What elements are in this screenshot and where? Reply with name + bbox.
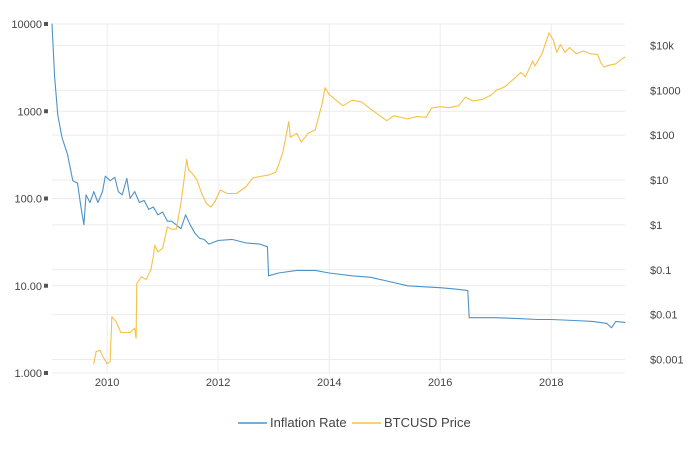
y-left-tick-mark-1000 bbox=[44, 109, 48, 114]
y-left-tick-mark-10000 bbox=[44, 22, 48, 26]
y-left-tick-mark-10-00 bbox=[44, 283, 48, 288]
y-axis-left: 1.000 10.00 100.0 1000 10000 bbox=[11, 19, 48, 380]
y-right-tick-label-10: $10 bbox=[650, 175, 668, 187]
y-right-tick-label-10k: $10k bbox=[650, 40, 674, 52]
y-left-tick-label-100-0: 100.0 bbox=[14, 194, 42, 206]
legend[interactable]: Inflation Rate BTCUSD Price bbox=[238, 415, 471, 430]
y-right-tick-label-0-1: $0.1 bbox=[650, 265, 671, 277]
legend-item-inflation-rate[interactable]: Inflation Rate bbox=[238, 415, 347, 430]
y-right-tick-label-100: $100 bbox=[650, 130, 674, 142]
legend-item-btcusd-price[interactable]: BTCUSD Price bbox=[352, 415, 471, 430]
legend-label-inflation-rate: Inflation Rate bbox=[270, 415, 347, 430]
y-left-tick-label-10-00: 10.00 bbox=[14, 281, 42, 293]
y-right-tick-label-0-01: $0.01 bbox=[650, 310, 678, 322]
y-axis-right: $0.001 $0.01 $0.1 $1 $10 $100 $1000 $10k bbox=[650, 40, 684, 366]
plot-area bbox=[51, 23, 626, 365]
y-left-tick-mark-1-000 bbox=[44, 371, 48, 375]
y-left-tick-label-10000: 10000 bbox=[11, 19, 42, 31]
y-left-tick-label-1000: 1000 bbox=[18, 106, 42, 118]
y-left-tick-mark-100-0 bbox=[44, 196, 48, 201]
series-line-inflation-rate[interactable] bbox=[51, 23, 626, 329]
legend-label-btcusd-price: BTCUSD Price bbox=[384, 415, 471, 430]
y-right-tick-label-1: $1 bbox=[650, 220, 662, 232]
x-tick-label-2010: 2010 bbox=[95, 377, 119, 389]
x-tick-label-2014: 2014 bbox=[317, 377, 341, 389]
x-tick-label-2018: 2018 bbox=[539, 377, 563, 389]
x-tick-label-2016: 2016 bbox=[428, 377, 452, 389]
y-right-tick-label-1000: $1000 bbox=[650, 85, 681, 97]
y-left-tick-label-1-000: 1.000 bbox=[14, 368, 42, 380]
x-tick-label-2012: 2012 bbox=[206, 377, 230, 389]
grid bbox=[52, 23, 625, 374]
y-right-tick-label-0-001: $0.001 bbox=[650, 354, 684, 366]
series-line-btcusd-price[interactable] bbox=[93, 32, 626, 365]
x-axis: 2010 2012 2014 2016 2018 bbox=[95, 377, 564, 389]
